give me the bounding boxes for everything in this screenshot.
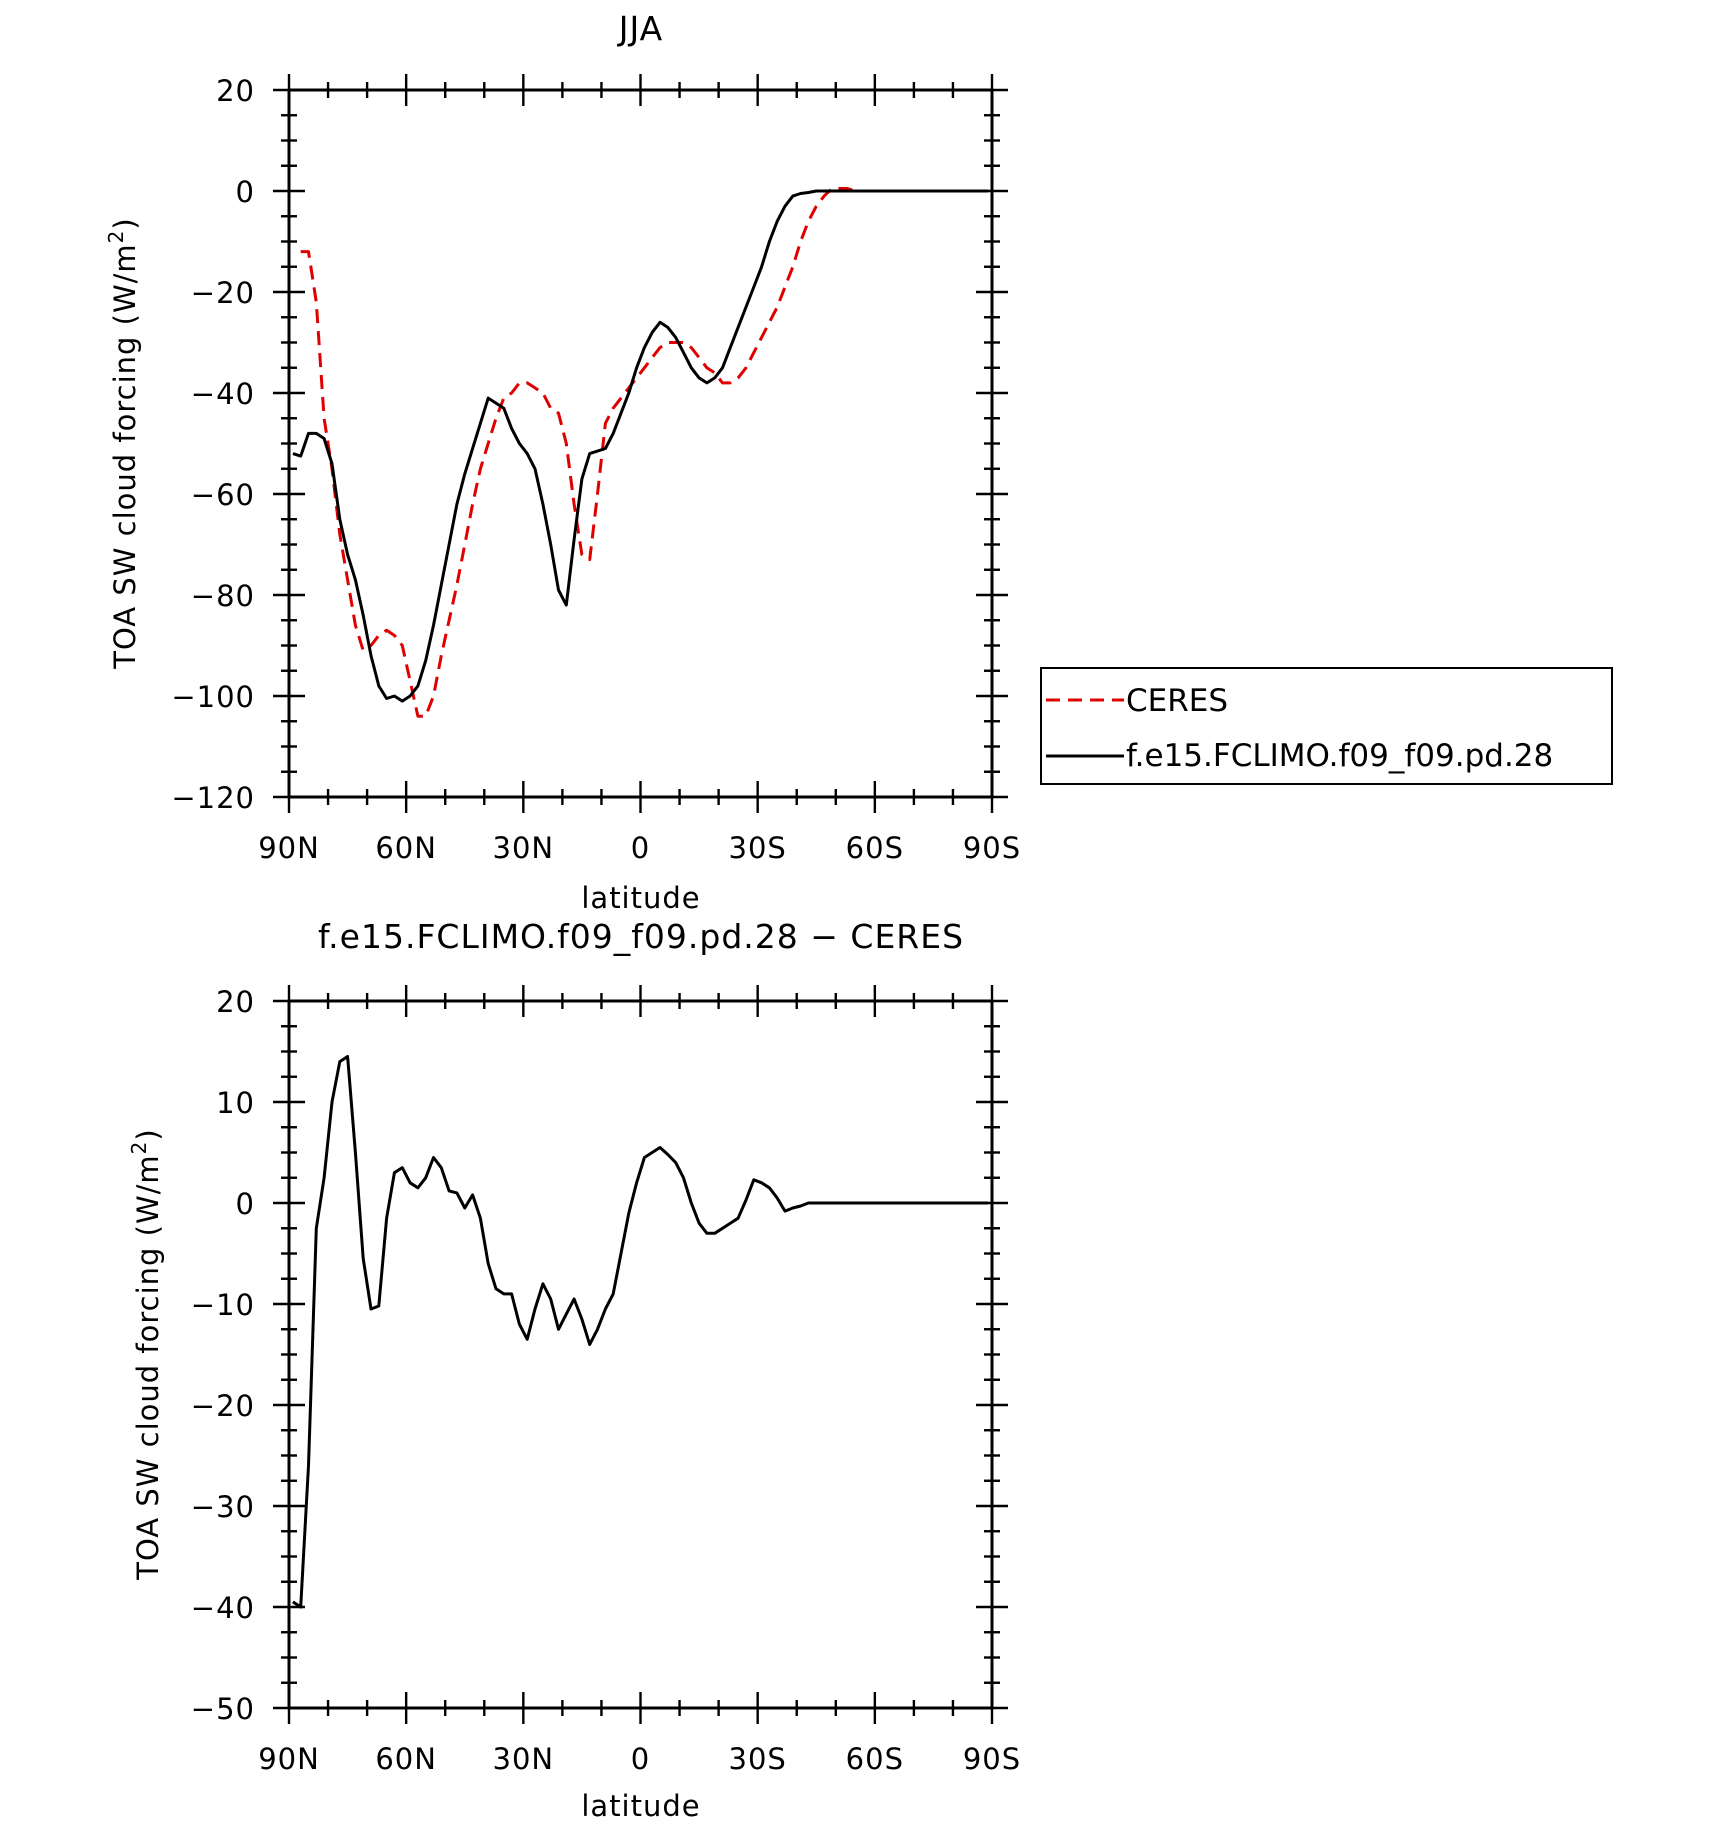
- bottom-panel: f.e15.FCLIMO.f09_f09.pd.28 − CERES 20 10 0…: [127, 917, 1021, 1822]
- top-x-tick-label: 30N: [493, 831, 555, 865]
- top-y-tick-label: −80: [191, 579, 255, 613]
- bottom-x-tick-label: 60S: [846, 1742, 904, 1776]
- bottom-y-tick-label: −40: [191, 1591, 255, 1625]
- bottom-x-tick-label: 0: [631, 1742, 650, 1776]
- top-x-tick-label: 30S: [729, 831, 787, 865]
- top-y-tick-labels: 20 0 −20 −40 −60 −80 −100 −120: [171, 74, 255, 815]
- top-x-tick-labels: 90N 60N 30N 0 30S 60S 90S: [258, 831, 1021, 865]
- top-y-tick-label: −120: [171, 781, 255, 815]
- legend-box: [1040, 667, 1613, 785]
- legend-ceres-label: CERES: [1126, 683, 1228, 719]
- top-x-tick-label: 90N: [258, 831, 320, 865]
- top-y-tick-label: −60: [191, 478, 255, 512]
- bottom-x-tick-label: 30N: [493, 1742, 555, 1776]
- bottom-x-tick-label: 30S: [729, 1742, 787, 1776]
- top-chart-title: JJA: [617, 9, 663, 48]
- bottom-series-lines: [292, 1055, 989, 1609]
- bottom-y-tick-label: −50: [191, 1692, 255, 1726]
- top-y-tick-label: −20: [191, 276, 255, 310]
- legend: CERES f.e15.FCLIMO.f09_f09.pd.28: [1040, 667, 1613, 785]
- bottom-y-tick-label: −20: [191, 1389, 255, 1423]
- top-panel: JJA 20 0 −20 −40 −60 −80 −100 −120 90N 60N 30N 0 30…: [104, 9, 1613, 915]
- top-y-tick-label: 20: [216, 74, 255, 108]
- top-x-tick-label: 60S: [846, 831, 904, 865]
- top-series-lines: [292, 187, 989, 718]
- bottom-y-tick-label: 0: [236, 1187, 255, 1221]
- top-y-tick-label: −40: [191, 377, 255, 411]
- top-series-line-ceres: [300, 187, 989, 718]
- bottom-axis-ticks: [273, 985, 1008, 1724]
- top-y-axis-label: TOA SW cloud forcing (W/m2): [104, 217, 142, 669]
- top-x-tick-label: 60N: [375, 831, 437, 865]
- top-y-tick-label: 0: [236, 175, 255, 209]
- bottom-chart-title: f.e15.FCLIMO.f09_f09.pd.28 − CERES: [318, 917, 964, 956]
- bottom-x-tick-labels: 90N 60N 30N 0 30S 60S 90S: [258, 1742, 1021, 1776]
- bottom-x-tick-label: 60N: [375, 1742, 437, 1776]
- bottom-series-line-difference: [292, 1055, 989, 1609]
- top-x-axis-label: latitude: [581, 881, 700, 915]
- bottom-y-axis-label: TOA SW cloud forcing (W/m2): [127, 1128, 165, 1580]
- bottom-y-tick-label: 20: [216, 985, 255, 1019]
- bottom-x-axis-label: latitude: [581, 1789, 700, 1822]
- bottom-plot-frame: [287, 999, 994, 1710]
- legend-model-label: f.e15.FCLIMO.f09_f09.pd.28: [1126, 738, 1553, 774]
- bottom-x-tick-label: 90S: [963, 1742, 1021, 1776]
- top-y-tick-label: −100: [171, 680, 255, 714]
- bottom-y-tick-labels: 20 10 0 −10 −20 −30 −40 −50: [191, 985, 255, 1726]
- top-x-tick-label: 0: [631, 831, 650, 865]
- top-plot-frame: [287, 88, 994, 799]
- top-series-line-f-e15-fclimo-f09-f09-pd-28: [292, 189, 989, 703]
- top-axis-ticks: [273, 74, 1008, 813]
- bottom-y-tick-label: −10: [191, 1288, 255, 1322]
- bottom-y-tick-label: −30: [191, 1490, 255, 1524]
- top-x-tick-label: 90S: [963, 831, 1021, 865]
- bottom-y-tick-label: 10: [216, 1086, 255, 1120]
- bottom-x-tick-label: 90N: [258, 1742, 320, 1776]
